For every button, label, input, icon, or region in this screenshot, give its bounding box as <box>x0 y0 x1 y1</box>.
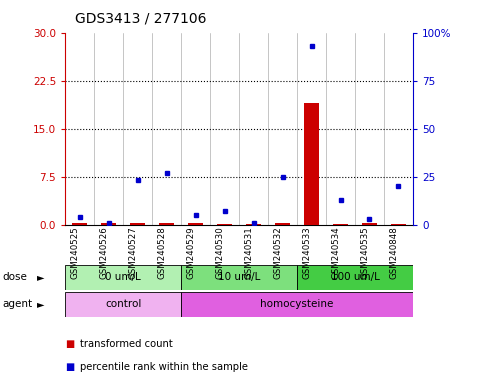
Text: GSM240531: GSM240531 <box>244 227 254 279</box>
Bar <box>130 223 145 225</box>
Text: GDS3413 / 277106: GDS3413 / 277106 <box>75 12 206 25</box>
Text: homocysteine: homocysteine <box>260 299 334 310</box>
Text: ■: ■ <box>65 362 74 372</box>
Bar <box>72 223 87 225</box>
Text: dose: dose <box>2 272 28 283</box>
Bar <box>304 103 319 225</box>
Text: GSM240535: GSM240535 <box>360 227 369 279</box>
Text: control: control <box>105 299 142 310</box>
Bar <box>246 224 261 225</box>
Bar <box>65 265 181 290</box>
Text: ■: ■ <box>65 339 74 349</box>
Text: ►: ► <box>37 272 45 283</box>
Text: 10 um/L: 10 um/L <box>218 272 260 283</box>
Text: 100 um/L: 100 um/L <box>330 272 380 283</box>
Text: transformed count: transformed count <box>80 339 172 349</box>
Bar <box>101 223 116 225</box>
Text: 0 um/L: 0 um/L <box>105 272 141 283</box>
Bar <box>188 223 203 225</box>
Bar <box>333 224 348 225</box>
Bar <box>181 265 297 290</box>
Text: GSM240526: GSM240526 <box>99 227 109 279</box>
Bar <box>159 223 174 225</box>
Text: GSM240533: GSM240533 <box>302 227 312 279</box>
Text: ►: ► <box>37 299 45 310</box>
Bar <box>65 292 181 317</box>
Text: GSM240528: GSM240528 <box>157 227 167 279</box>
Text: GSM240848: GSM240848 <box>389 227 398 279</box>
Bar <box>275 223 290 225</box>
Bar <box>297 265 413 290</box>
Text: GSM240530: GSM240530 <box>215 227 225 279</box>
Text: agent: agent <box>2 299 32 310</box>
Text: GSM240529: GSM240529 <box>186 227 196 279</box>
Bar <box>217 224 232 225</box>
Text: GSM240527: GSM240527 <box>128 227 138 279</box>
Text: percentile rank within the sample: percentile rank within the sample <box>80 362 248 372</box>
Bar <box>362 223 377 225</box>
Text: GSM240525: GSM240525 <box>71 227 80 279</box>
Bar <box>181 292 413 317</box>
Text: GSM240534: GSM240534 <box>331 227 341 279</box>
Text: GSM240532: GSM240532 <box>273 227 283 279</box>
Bar <box>391 224 406 225</box>
